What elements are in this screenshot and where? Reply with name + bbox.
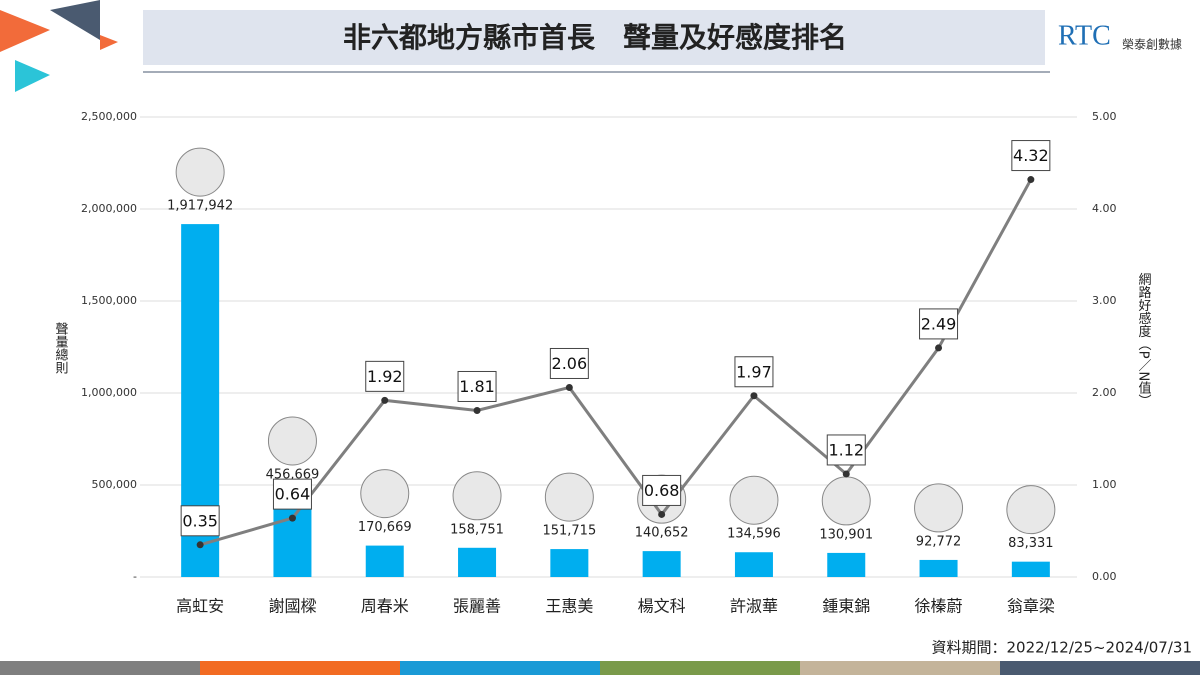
bar	[1011, 561, 1050, 577]
line-point	[565, 383, 573, 391]
y2-tick-label: 4.00	[1092, 202, 1117, 215]
portrait	[267, 416, 317, 466]
line-value-label: 1.81	[459, 377, 495, 396]
y2-tick-label: 3.00	[1092, 294, 1117, 307]
x-tick-label: 許淑華	[730, 597, 778, 616]
line-value-label: 0.35	[182, 511, 218, 530]
portrait	[1006, 485, 1056, 535]
y-tick-label: -	[133, 570, 137, 583]
line-value-label: 2.49	[921, 314, 957, 333]
line-value-label: 4.32	[1013, 146, 1049, 165]
line-value-label: 1.92	[367, 367, 403, 386]
decoration	[0, 10, 50, 52]
line	[199, 178, 1033, 547]
date-note: 資料期間：2022/12/25~2024/07/31	[932, 639, 1192, 657]
label-box	[365, 360, 405, 392]
bar-value-label: 92,772	[916, 534, 962, 549]
label-box	[642, 474, 682, 506]
title-box	[143, 10, 1045, 65]
label-box	[457, 370, 497, 402]
bar-value-label: 83,331	[1008, 536, 1054, 551]
portrait	[175, 147, 225, 197]
label-box	[549, 347, 589, 379]
bar-value-label: 140,652	[635, 526, 689, 541]
y-tick-label: 1,000,000	[81, 386, 137, 399]
line-value-label: 1.12	[828, 440, 864, 459]
line-value-label: 0.64	[275, 485, 311, 504]
decoration	[50, 0, 100, 40]
line-point	[658, 510, 666, 518]
label-box	[272, 478, 312, 510]
line-point	[1027, 176, 1035, 184]
line-point	[750, 392, 758, 400]
y2-tick-label: 1.00	[1092, 478, 1117, 491]
y2-tick-label: 5.00	[1092, 110, 1117, 123]
y2-tick-label: 0.00	[1092, 570, 1117, 583]
bar-value-label: 130,901	[819, 527, 873, 542]
footer-strip	[0, 661, 1200, 675]
label-box	[180, 505, 220, 537]
portrait	[360, 469, 410, 519]
x-tick-label: 張麗善	[453, 597, 501, 616]
line-point	[935, 344, 943, 352]
x-tick-label: 楊文科	[638, 597, 686, 616]
y2-axis-title: 網路好感度（P／N值）	[1136, 273, 1152, 408]
y-tick-label: 2,500,000	[81, 110, 137, 123]
portrait	[544, 472, 594, 522]
bar	[458, 547, 497, 577]
x-tick-label: 謝國樑	[268, 597, 316, 616]
y-axis-title: 聲量總則	[53, 321, 69, 375]
decoration	[15, 60, 50, 92]
bar	[365, 545, 404, 577]
bar-value-label: 134,596	[727, 527, 781, 542]
bar	[550, 549, 589, 577]
label-box	[734, 356, 774, 388]
line-value-label: 1.97	[736, 362, 772, 381]
decoration	[100, 35, 118, 50]
x-tick-label: 鍾東錦	[822, 597, 870, 616]
bar	[919, 559, 958, 577]
logo-name: 榮泰創數據	[1122, 38, 1182, 52]
line-value-label: 0.68	[644, 481, 680, 500]
line-point	[842, 470, 850, 478]
bar	[827, 552, 866, 577]
line-point	[196, 541, 204, 549]
label-box	[919, 308, 959, 340]
bar-value-label: 158,751	[450, 522, 504, 537]
bar-value-label: 1,917,942	[167, 199, 233, 214]
y-tick-label: 1,500,000	[81, 294, 137, 307]
bar	[734, 552, 773, 577]
logo-mark: RTC	[1058, 20, 1111, 51]
x-tick-label: 高虹安	[176, 597, 224, 616]
y-tick-label: 2,000,000	[81, 202, 137, 215]
x-tick-label: 周春米	[361, 597, 409, 616]
portrait	[914, 483, 964, 533]
chart-title: 非六都地方縣市首長 聲量及好感度排名	[343, 21, 847, 54]
label-box	[826, 434, 866, 466]
label-box	[1011, 140, 1051, 172]
x-tick-label: 翁章梁	[1007, 597, 1055, 616]
y-tick-label: 500,000	[92, 478, 138, 491]
bar	[642, 551, 681, 577]
line-value-label: 2.06	[552, 354, 588, 373]
y2-tick-label: 2.00	[1092, 386, 1117, 399]
line-point	[288, 514, 296, 522]
line-point	[473, 406, 481, 414]
bar-value-label: 151,715	[542, 524, 596, 539]
portrait	[821, 476, 871, 526]
portrait	[452, 471, 502, 521]
line-point	[381, 396, 389, 404]
x-tick-label: 王惠美	[545, 597, 593, 616]
x-tick-label: 徐榛蔚	[915, 597, 963, 616]
portrait	[729, 475, 779, 525]
bar-value-label: 170,669	[358, 520, 412, 535]
